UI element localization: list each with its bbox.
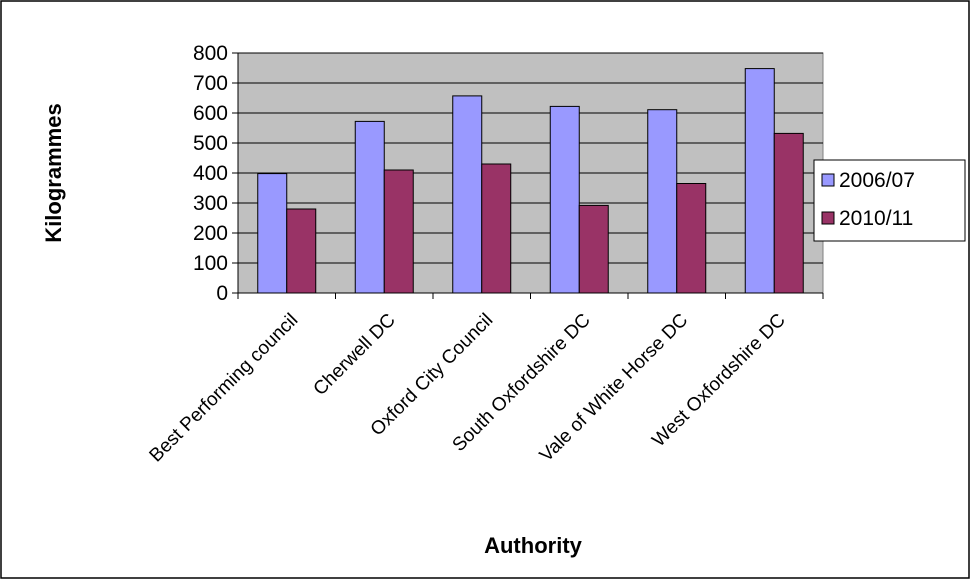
legend-box <box>813 159 966 242</box>
y-tick-label: 600 <box>193 102 228 125</box>
y-axis-title: Kilogrammes <box>41 103 66 242</box>
bar-2010-11 <box>383 169 414 294</box>
legend-swatch <box>821 173 835 187</box>
bar-2006-07 <box>647 109 678 294</box>
bar-2006-07 <box>354 120 385 294</box>
y-axis-ticks: 0 100 200 300 400 500 600 700 800 <box>193 42 238 305</box>
y-tick-label: 700 <box>193 72 228 95</box>
y-tick-label: 200 <box>193 222 228 245</box>
legend-swatch <box>821 211 835 225</box>
legend-label: 2006/07 <box>839 169 915 192</box>
gridlines <box>238 52 823 264</box>
bar-2006-07 <box>257 173 288 294</box>
y-tick-label: 400 <box>193 162 228 185</box>
bar-2006-07 <box>744 68 775 294</box>
bar-2010-11 <box>773 132 804 294</box>
bar-2010-11 <box>578 204 609 294</box>
bar-2010-11 <box>481 163 512 294</box>
y-tick-label: 800 <box>193 42 228 65</box>
x-axis-title: Authority <box>484 533 583 558</box>
bar-2006-07 <box>549 105 580 294</box>
bars <box>257 68 804 294</box>
bar-2010-11 <box>286 208 317 294</box>
y-tick-label: 500 <box>193 132 228 155</box>
bar-2006-07 <box>452 95 483 294</box>
y-tick-label: 0 <box>216 282 228 305</box>
y-tick-label: 100 <box>193 252 228 275</box>
legend: 2006/07 2010/11 <box>813 159 966 242</box>
legend-label: 2010/11 <box>839 207 913 230</box>
bar-2010-11 <box>676 183 707 294</box>
y-tick-label: 300 <box>193 192 228 215</box>
